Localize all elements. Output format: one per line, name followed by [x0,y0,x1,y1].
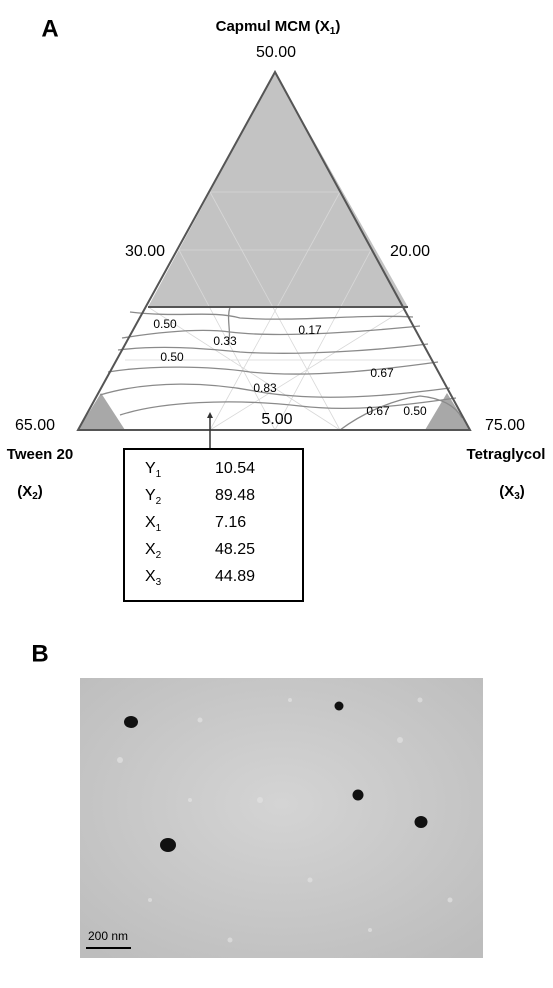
contour-label: 0.67 [366,404,390,418]
row-value: 44.89 [215,568,255,585]
corner-region [78,393,125,430]
close-paren: ) [38,483,43,500]
vertex-value: 50.00 [256,44,296,61]
upper-region [148,72,408,307]
vertex-name: Tetraglycol [467,446,546,463]
subscript: 1 [330,26,336,37]
contour-label: 0.67 [370,366,394,380]
variable: Y [145,487,156,504]
grid [125,191,430,431]
contour-label: 0.50 [403,404,427,418]
subscript: 2 [156,496,162,507]
close-paren: ) [335,18,340,35]
edge-value: 30.00 [125,243,165,260]
triangle-outline [76,69,472,431]
contour-label: 0.50 [153,317,177,331]
corner-region [425,393,470,430]
vertex-name: Capmul MCM (X [216,18,330,35]
panel-label: A [41,15,58,42]
contour-label: 0.50 [160,350,184,364]
vertex-symbol: (X3) [499,483,525,502]
symbol: (X [499,483,514,500]
optimum-table [123,448,304,602]
subscript: 3 [156,577,162,588]
row-value: 48.25 [215,541,255,558]
vertex-value: 75.00 [485,417,525,434]
edge-value: 20.00 [390,243,430,260]
row-value: 7.16 [215,514,246,531]
subscript: 1 [156,469,162,480]
background-speckles [117,697,453,943]
row-variable: X3 [145,568,162,587]
scale-bar-label: 200 nm [88,929,128,943]
row-value: 89.48 [215,487,255,504]
subscript: 1 [156,523,162,534]
variable: X [145,541,156,558]
variable: X [145,514,156,531]
variable: X [145,568,156,585]
nanoparticles [124,701,428,852]
variable: Y [145,460,156,477]
base-value: 5.00 [261,411,292,428]
tem-image [80,678,483,958]
contours [99,306,463,431]
row-variable: X2 [145,541,162,560]
panel-label: B [31,640,48,667]
contour-label: 0.17 [298,323,322,337]
subscript: 2 [32,491,38,502]
row-variable: Y1 [145,460,162,479]
subscript: 2 [156,550,162,561]
row-variable: X1 [145,514,162,533]
vertex-value: 65.00 [15,417,55,434]
row-value: 10.54 [215,460,255,477]
vertex-title: Capmul MCM (X1) [216,18,341,37]
vertex-name: Tween 20 [7,446,73,463]
contour-label: 0.83 [253,381,277,395]
row-variable: Y2 [145,487,162,506]
contour-label: 0.33 [213,334,237,348]
symbol: (X [17,483,32,500]
subscript: 3 [514,491,520,502]
vertex-symbol: (X2) [17,483,43,502]
close-paren: ) [520,483,525,500]
